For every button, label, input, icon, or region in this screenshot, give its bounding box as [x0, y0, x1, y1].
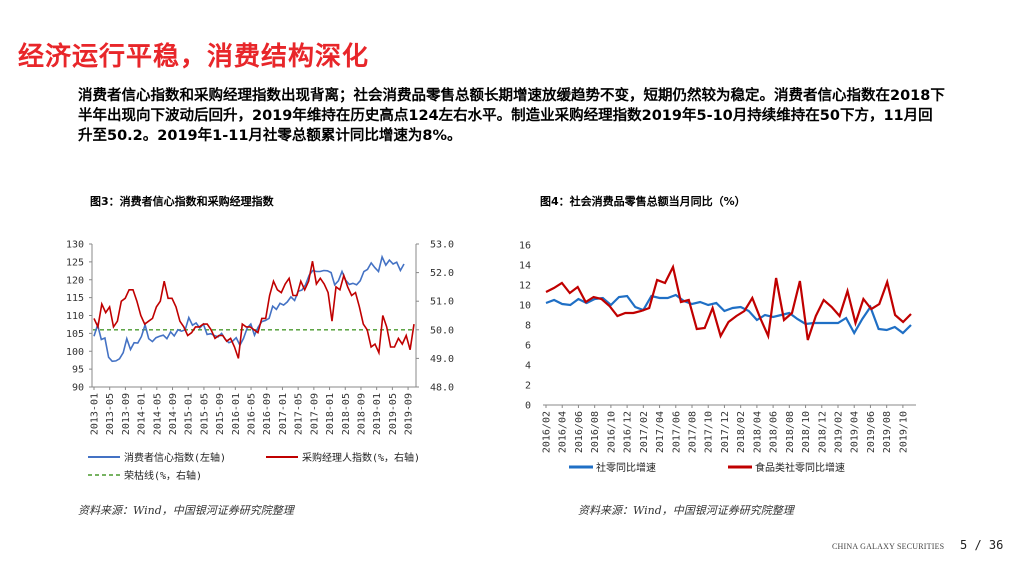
- fig3-x-tick-label: 2014-09: [168, 393, 179, 435]
- fig3-x-tick-label: 2015-01: [184, 393, 195, 435]
- fig4-x-tick-label: 2016/04: [558, 411, 569, 453]
- fig4-legend-label-retail: 社零同比增速: [596, 461, 656, 474]
- footer-brand: CHINA GALAXY SECURITIES: [832, 542, 945, 551]
- fig3-x-tick-label: 2016-09: [262, 393, 273, 435]
- fig3-right-tick-label: 52.0: [430, 268, 454, 279]
- fig3-source: 资料来源：Wind，中国银河证券研究院整理: [78, 504, 294, 517]
- page-number: 5 / 36: [960, 538, 1004, 552]
- fig4-chart: 16 14 12 10 8 6 4 2 0 2016/02 2016/04 2016/06 2016/0…: [519, 241, 916, 474]
- fig3-legend-label-confidence: 消费者信心指数(左轴): [124, 451, 226, 464]
- fig3-left-tick-label: 120: [66, 275, 84, 286]
- fig4-x-tick-label: 2018/04: [752, 411, 763, 453]
- fig4-x-tick-label: 2017/06: [671, 411, 682, 453]
- fig3-right-tick-label: 49.0: [430, 354, 454, 365]
- fig3-chart: 130 125 120 115 110 105 100 95 90 53.0 52.0 51.0 50.…: [66, 240, 454, 483]
- fig4-x-tick-label: 2017/10: [704, 411, 715, 453]
- fig3-x-tick-label: 2015-05: [199, 393, 210, 435]
- fig3-left-tick-label: 100: [66, 347, 84, 358]
- fig4-title: 图4：社会消费品零售总额当月同比（%）: [540, 195, 746, 208]
- fig4-x-tick-label: 2016/12: [623, 411, 634, 453]
- fig3-right-tick-label: 53.0: [430, 240, 454, 251]
- fig4-legend-label-food: 食品类社零同比增速: [755, 461, 845, 474]
- fig3-left-tick-label: 125: [66, 257, 84, 268]
- fig4-y-tick-label: 14: [519, 261, 531, 272]
- fig3-left-tick-label: 105: [66, 329, 84, 340]
- fig4-x-tick-label: 2016/10: [606, 411, 617, 453]
- fig4-x-tick-label: 2019/10: [898, 411, 909, 453]
- fig4-x-tick-label: 2019/06: [866, 411, 877, 453]
- fig3-left-tick-label: 110: [66, 311, 84, 322]
- lead-paragraph: 消费者信心指数和采购经理指数出现背离；社会消费品零售总额长期增速放缓趋势不变，短…: [78, 88, 945, 144]
- fig3-x-tick-label: 2019-09: [404, 393, 415, 435]
- fig3-legend-label-pmi: 采购经理人指数(%，右轴): [302, 451, 420, 464]
- fig4-y-tick-label: 12: [519, 281, 531, 292]
- fig3-x-tick-label: 2017-01: [278, 393, 289, 435]
- slide-title: 经济运行平稳，消费结构深化: [18, 42, 370, 72]
- fig4-y-tick-label: 8: [525, 321, 531, 332]
- fig3-x-tick-label: 2013-01: [90, 393, 101, 435]
- fig3-x-tick-label: 2019-01: [372, 393, 383, 435]
- fig4-x-tick-label: 2019/04: [850, 411, 861, 453]
- fig4-x-tick-label: 2017/12: [720, 411, 731, 453]
- fig3-x-tick-label: 2018-09: [356, 393, 367, 435]
- fig3-series-consumer-confidence: [93, 254, 405, 363]
- fig4-y-tick-label: 4: [525, 361, 531, 372]
- fig4-x-tick-label: 2017/04: [655, 411, 666, 453]
- fig4-x-tick-label: 2019/02: [834, 411, 845, 453]
- fig3-x-tick-label: 2016-01: [231, 393, 242, 435]
- fig4-x-tick-label: 2018/10: [801, 411, 812, 453]
- fig3-x-tick-label: 2013-05: [105, 393, 116, 435]
- fig3-legend-label-boomline: 荣枯线(%，右轴): [124, 469, 202, 482]
- fig4-x-tick-label: 2018/06: [769, 411, 780, 453]
- fig3-x-tick-label: 2019-05: [388, 393, 399, 435]
- fig3-x-tick-label: 2017-05: [294, 393, 305, 435]
- fig3-x-tick-label: 2017-09: [309, 393, 320, 435]
- fig4-x-tick-label: 2016/06: [574, 411, 585, 453]
- fig4-y-tick-label: 16: [519, 241, 531, 252]
- fig3-left-tick-label: 115: [66, 293, 84, 304]
- fig4-x-tick-label: 2018/08: [785, 411, 796, 453]
- fig3-right-tick-label: 50.0: [430, 325, 454, 336]
- fig4-y-tick-label: 6: [525, 341, 531, 352]
- fig4-y-tick-label: 2: [525, 381, 531, 392]
- fig4-series-food-retail: [545, 263, 912, 341]
- fig4-x-tick-label: 2018/12: [817, 411, 828, 453]
- fig3-left-tick-label: 95: [72, 365, 84, 376]
- fig4-source: 资料来源：Wind，中国银河证券研究院整理: [578, 504, 794, 517]
- fig3-x-tick-label: 2018-01: [325, 393, 336, 435]
- fig3-left-tick-label: 90: [72, 383, 84, 394]
- fig4-x-tick-label: 2016/08: [590, 411, 601, 453]
- fig4-x-tick-label: 2017/08: [688, 411, 699, 453]
- fig4-x-tick-label: 2018/02: [736, 411, 747, 453]
- fig3-x-tick-label: 2018-05: [341, 393, 352, 435]
- fig3-right-tick-label: 48.0: [430, 383, 454, 394]
- fig4-y-tick-label: 0: [525, 401, 531, 412]
- fig3-x-tick-label: 2013-09: [121, 393, 132, 435]
- fig4-series-retail-sales: [545, 293, 912, 336]
- fig3-left-tick-label: 130: [66, 240, 84, 251]
- fig3-x-tick-label: 2016-05: [247, 393, 258, 435]
- fig4-x-tick-label: 2017/02: [639, 411, 650, 453]
- fig3-title: 图3：消费者信心指数和采购经理指数: [90, 195, 274, 208]
- fig3-right-tick-label: 51.0: [430, 297, 454, 308]
- fig3-x-tick-label: 2014-01: [137, 393, 148, 435]
- fig4-x-tick-label: 2016/02: [542, 411, 553, 453]
- fig3-x-tick-label: 2015-09: [215, 393, 226, 435]
- fig3-x-tick-label: 2014-05: [152, 393, 163, 435]
- fig4-x-tick-label: 2019/08: [882, 411, 893, 453]
- fig4-y-tick-label: 10: [519, 301, 531, 312]
- fig3-series-pmi: [93, 261, 415, 359]
